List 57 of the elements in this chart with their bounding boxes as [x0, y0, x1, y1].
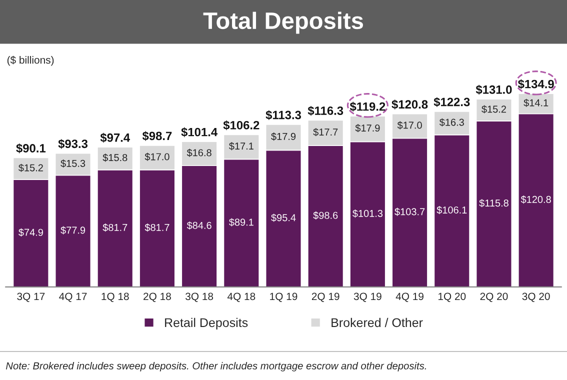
data-label: $15.8 [102, 154, 128, 162]
total-label: $93.3 [58, 139, 88, 149]
data-label: $81.7 [102, 224, 128, 232]
total-label: $122.3 [434, 97, 470, 107]
x-tick-label: 2Q 18 [144, 292, 171, 302]
total-label: $98.7 [142, 131, 172, 141]
data-label: $16.8 [186, 148, 212, 157]
data-label: $15.2 [18, 164, 43, 172]
total-label: $120.8 [392, 100, 428, 110]
data-label: $15.2 [482, 105, 506, 114]
total-label: $119.2 [350, 102, 386, 112]
total-label: $106.2 [223, 120, 260, 130]
data-label: $120.8 [520, 196, 551, 204]
data-label: $89.1 [229, 218, 254, 226]
x-tick-label: 1Q 19 [270, 292, 298, 302]
chart-title: Total Deposits [203, 12, 364, 34]
data-label: $106.1 [436, 206, 467, 214]
total-label: $90.1 [16, 144, 46, 154]
x-tick-label: 3Q 18 [186, 292, 214, 302]
data-label: $17.9 [355, 124, 380, 132]
total-label: $101.4 [181, 127, 218, 138]
total-label: $116.3 [308, 106, 344, 116]
x-tick-label: 4Q 17 [59, 292, 87, 302]
x-tick-label: 1Q 20 [438, 292, 466, 302]
y-axis-title: ($ billions) [7, 56, 54, 66]
text: Note: Brokered includes sweep deposits. Other includes mortgage escrow and other deposits. [6, 362, 426, 372]
data-label: $95.4 [271, 214, 296, 222]
data-label: $17.9 [271, 132, 296, 141]
total-label: $97.4 [100, 132, 130, 143]
data-label: $17.7 [313, 128, 338, 136]
total-label: $134.9 [518, 79, 554, 90]
data-label: $115.8 [479, 199, 508, 208]
x-tick-label: 3Q 20 [522, 292, 550, 302]
total-label: $113.3 [266, 110, 302, 120]
data-label: $84.6 [186, 221, 212, 230]
data-label: $17.1 [229, 142, 254, 150]
x-tick-label: 3Q 19 [354, 292, 382, 302]
x-tick-label: 2Q 19 [312, 292, 340, 302]
legend-label: Brokered / Other [332, 318, 423, 328]
legend-label: Retail Deposits [165, 318, 248, 330]
data-label: $17.0 [397, 121, 422, 130]
x-tick-label: 2Q 20 [480, 292, 508, 302]
x-tick-label: 4Q 19 [396, 292, 424, 302]
data-label: $81.7 [144, 224, 170, 232]
x-tick-label: 3Q 17 [17, 292, 45, 302]
x-tick-label: 1Q 18 [102, 292, 129, 302]
data-label: $101.3 [352, 209, 383, 218]
data-label: $103.7 [394, 208, 425, 216]
data-label: $98.6 [313, 211, 338, 220]
x-tick-label: 4Q 18 [227, 292, 256, 302]
data-label: $17.0 [144, 152, 170, 161]
data-label: $16.3 [439, 118, 464, 126]
data-label: $15.3 [60, 159, 86, 168]
data-label: $14.1 [524, 98, 548, 107]
total-label: $131.0 [476, 84, 512, 95]
data-label: $77.9 [60, 226, 86, 234]
data-label: $74.9 [18, 228, 43, 236]
